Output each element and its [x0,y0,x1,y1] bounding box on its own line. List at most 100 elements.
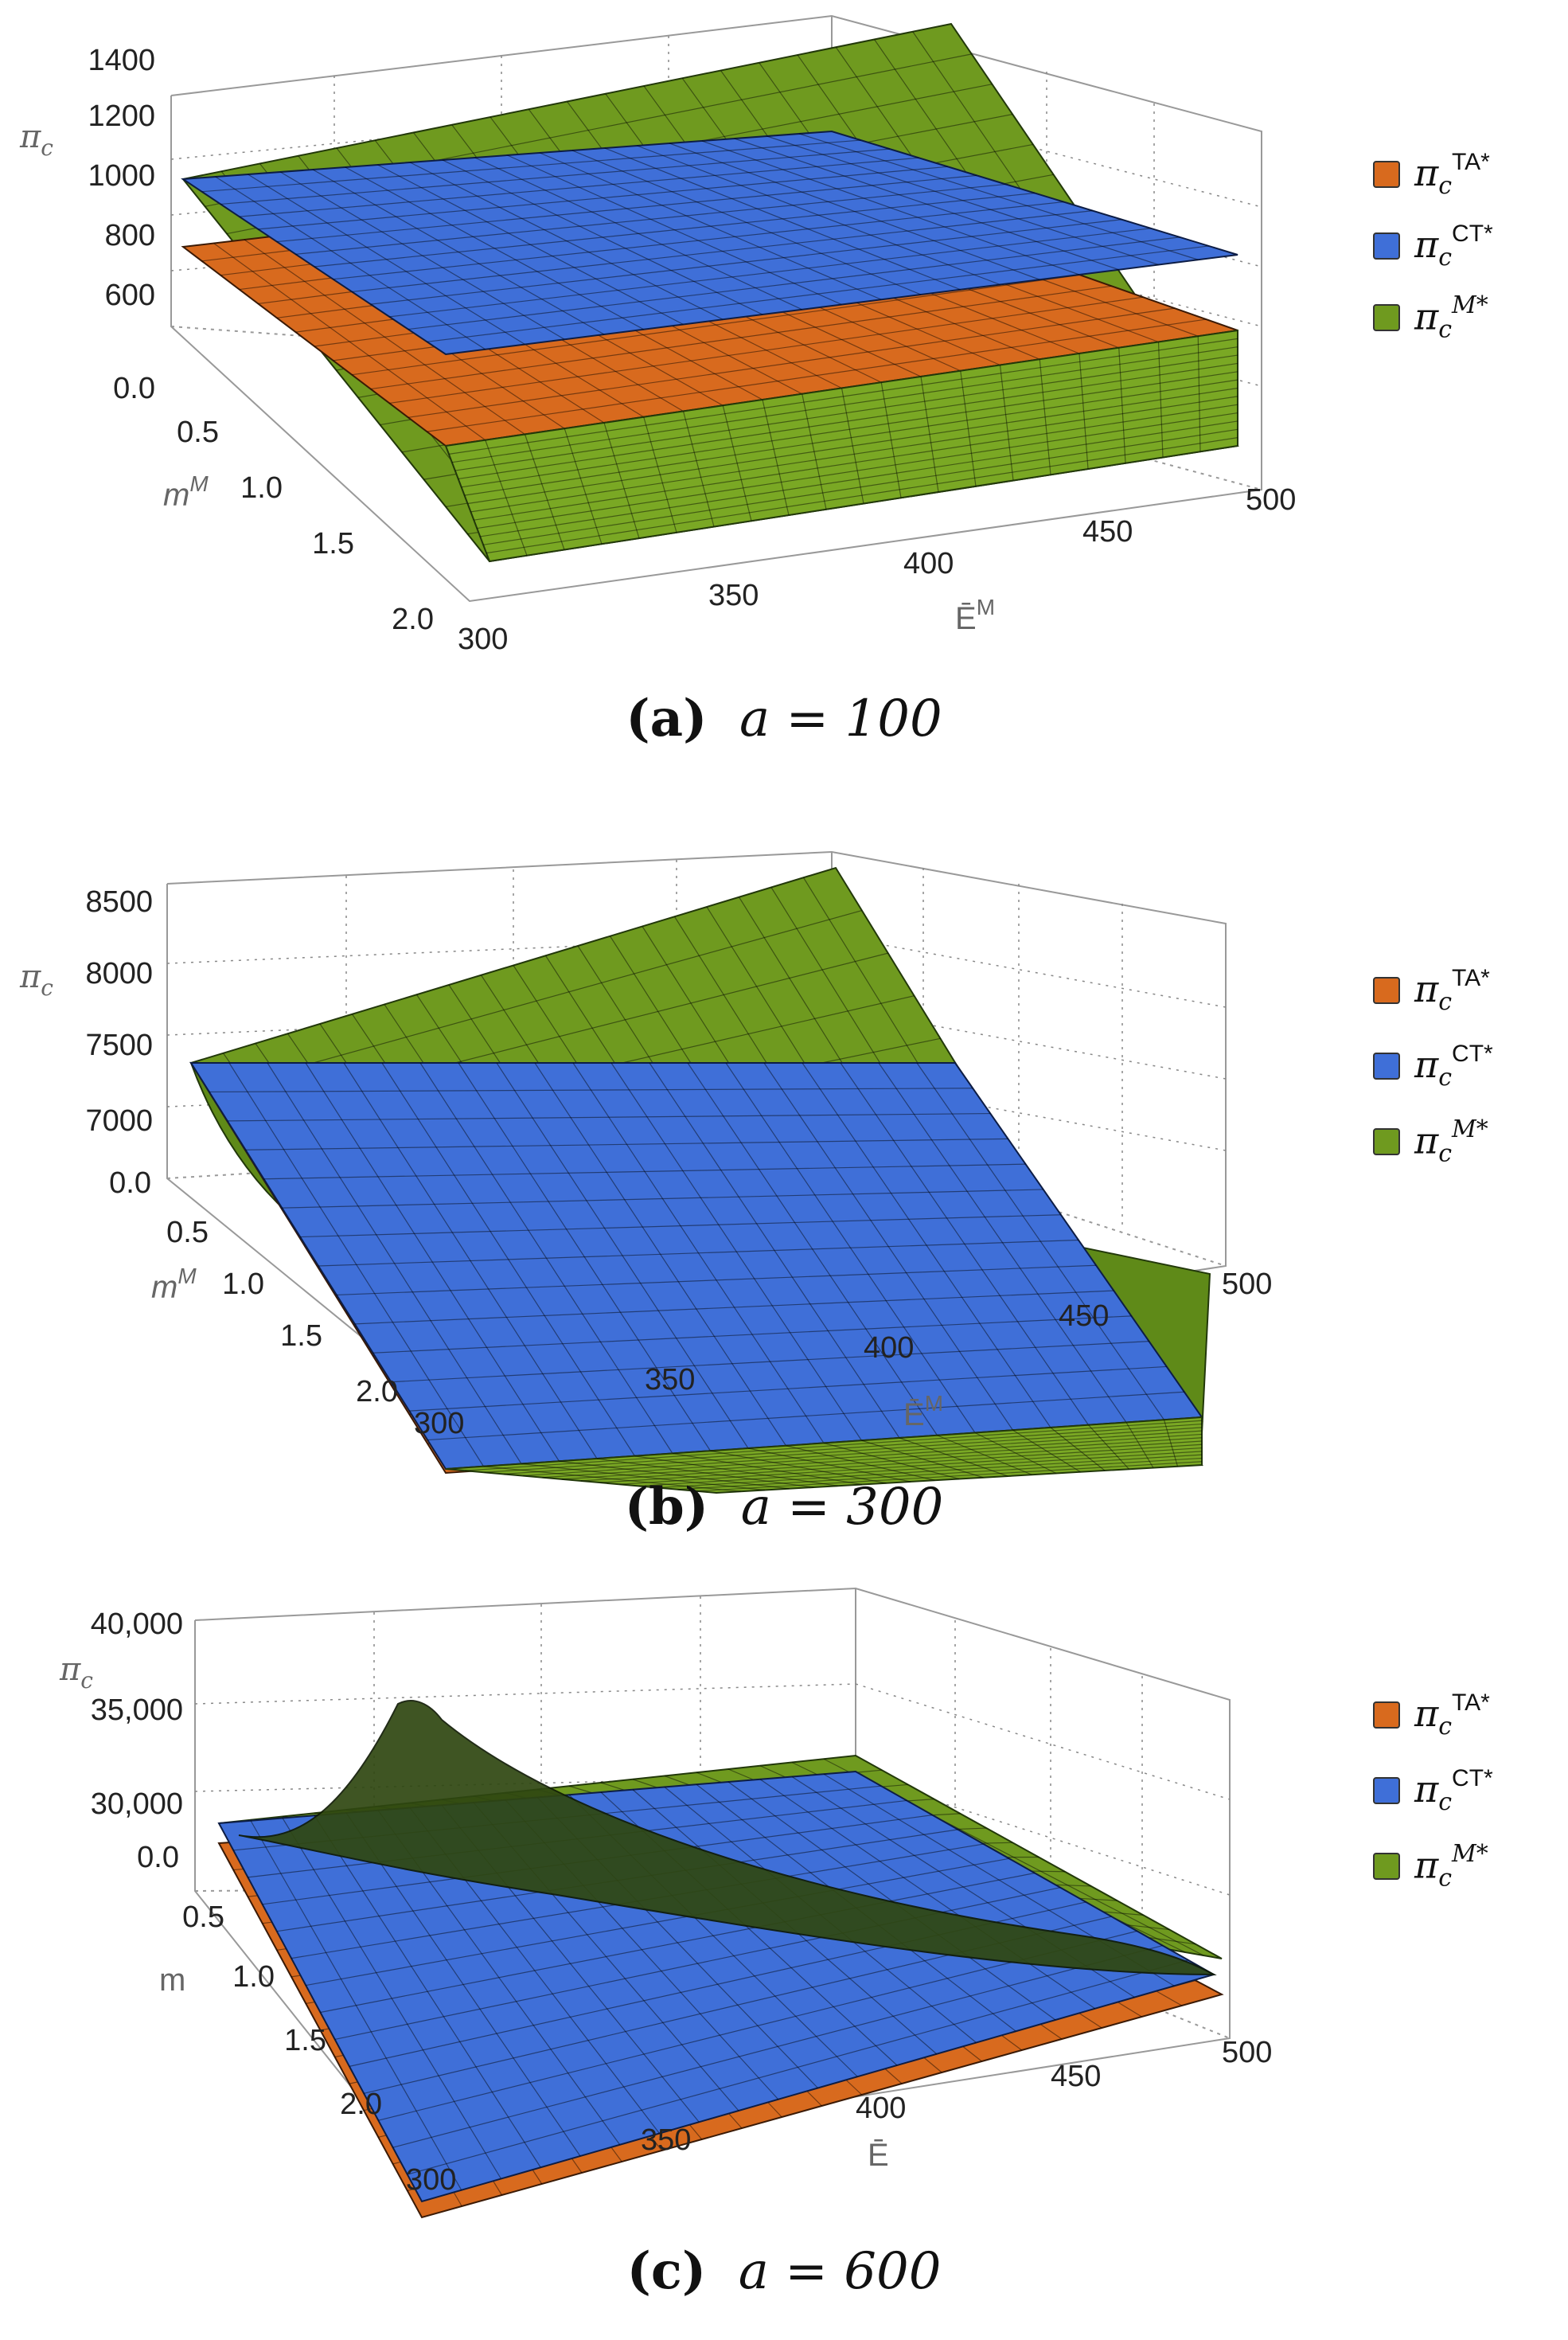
legend-label-ct: πcCT* [1414,220,1493,272]
caption-c: (c) a = 600 [626,2241,942,2301]
y-tick: 0.5 [177,416,219,449]
z-tick: 30,000 [91,1787,183,1821]
surface-m-star-front [444,329,1238,563]
legend-item-ta: πcTA* [1373,1689,1564,1741]
surface-mesh [209,1062,1184,1467]
legend-swatch [1373,161,1400,188]
legend-item-ct: πcCT* [1373,1040,1564,1092]
y-tick: 0.0 [137,1841,179,1874]
surface-mesh [448,336,1238,556]
surface-ct-star [181,130,1238,356]
x-tick: 450 [1051,2060,1101,2093]
chart-panel-c: 40,000 35,000 30,000 πc 0.0 0.5 1.0 1.5 … [0,1561,1568,2340]
surface-mesh [201,133,1209,350]
legend-item-ta: πcTA* [1373,148,1564,201]
y-tick: 0.0 [113,372,155,405]
x-tick: 500 [1246,483,1296,517]
x-axis-ticks: 300 350 400 450 500 [406,2036,1272,2197]
surface-group [217,1700,1224,2219]
legend-item-ta: πcTA* [1373,964,1564,1017]
z-tick: 800 [105,219,155,252]
legend-label-m: πcM* [1414,1840,1488,1893]
z-axis-label: πc [59,1651,93,1693]
legend-swatch [1373,977,1400,1004]
z-tick: 40,000 [91,1608,183,1641]
x-tick: 300 [406,2163,456,2197]
y-tick: 1.5 [312,527,354,561]
z-tick: 8000 [85,957,153,990]
z-tick: 1400 [88,44,155,77]
y-tick: 1.0 [232,1960,275,1994]
z-axis-ticks: 8500 8000 7500 7000 [85,885,153,1138]
legend-swatch [1373,232,1400,260]
z-tick: 1000 [88,159,155,193]
z-tick: 600 [105,279,155,312]
x-tick: 400 [856,2092,906,2125]
legend-swatch [1373,1053,1400,1080]
surface-m-star-peak [238,1700,1217,1976]
y-tick: 0.5 [182,1901,224,1934]
surface-plot-a: 1400 1200 1000 800 600 πc 0.0 0.5 1.0 1.… [19,14,1296,656]
x-tick: 400 [864,1331,914,1365]
x-axis-ticks: 300 350 400 450 500 [458,483,1296,656]
surface-plot-c: 40,000 35,000 30,000 πc 0.0 0.5 1.0 1.5 … [59,1587,1272,2219]
legend-label-ta: πcTA* [1414,148,1490,201]
x-tick: 400 [903,547,954,580]
legend-swatch [1373,1777,1400,1804]
legend-label-ta: πcTA* [1414,964,1490,1017]
legend-swatch [1373,1128,1400,1155]
x-tick: 450 [1082,515,1133,549]
z-tick: 7000 [85,1104,153,1138]
legend-label-m: πcM* [1414,1115,1488,1168]
y-tick: 0.5 [166,1216,209,1249]
legend-item-ct: πcCT* [1373,220,1564,272]
surface-m-star-front [445,1416,1203,1494]
x-axis-ticks: 300 350 400 450 500 [414,1268,1272,1440]
z-axis-ticks: 40,000 35,000 30,000 [91,1608,183,1821]
legend-item-m: πcM* [1373,291,1564,344]
legend-item-m: πcM* [1373,1115,1564,1168]
chart-panel-a: 1400 1200 1000 800 600 πc 0.0 0.5 1.0 1.… [0,0,1568,764]
z-tick: 7500 [85,1029,153,1062]
x-tick: 350 [641,2123,691,2157]
surface-mesh [465,1420,1203,1492]
legend-label-ct: πcCT* [1414,1040,1493,1092]
x-tick: 350 [645,1363,695,1397]
x-axis-label: Ē [868,2138,889,2173]
y-tick: 1.5 [284,2024,326,2057]
legend-label-ta: πcTA* [1414,1689,1490,1741]
x-tick: 300 [458,623,508,656]
x-tick: 500 [1222,2036,1272,2069]
x-tick: 450 [1059,1299,1109,1333]
y-tick: 2.0 [392,603,434,636]
z-axis-label: πc [19,959,53,1001]
legend-item-ct: πcCT* [1373,1764,1564,1817]
legend-label-ct: πcCT* [1414,1764,1493,1817]
y-axis-ticks: 0.0 0.5 1.0 1.5 2.0 [109,1166,398,1408]
y-axis-label: mM [151,1264,197,1305]
x-axis-label: ĒM [903,1391,943,1432]
y-axis-label: m [159,1963,185,1998]
legend-swatch [1373,304,1400,331]
y-axis-label: mM [163,471,209,513]
x-tick: 350 [708,579,759,612]
x-tick: 300 [414,1407,464,1440]
y-tick: 2.0 [340,2088,382,2121]
z-tick: 1200 [88,100,155,133]
y-tick: 1.5 [280,1319,322,1353]
y-tick: 1.0 [240,471,283,505]
caption-a: (a) a = 100 [626,689,942,748]
legend-item-m: πcM* [1373,1840,1564,1893]
legend-swatch [1373,1701,1400,1729]
caption-b: (b) a = 300 [624,1477,944,1537]
x-tick: 500 [1222,1268,1272,1301]
y-tick: 0.0 [109,1166,151,1200]
surface-plot-b: 8500 8000 7500 7000 πc 0.0 0.5 1.0 1.5 2… [19,850,1272,1494]
y-axis-ticks: 0.0 0.5 1.0 1.5 2.0 [113,372,434,636]
x-axis-label: ĒM [955,595,995,636]
y-tick: 2.0 [356,1375,398,1408]
surface-ct-star [189,1062,1203,1471]
y-axis-ticks: 0.0 0.5 1.0 1.5 2.0 [137,1841,382,2121]
legend-label-m: πcM* [1414,291,1488,344]
z-axis-ticks: 1400 1200 1000 800 600 [88,44,155,312]
